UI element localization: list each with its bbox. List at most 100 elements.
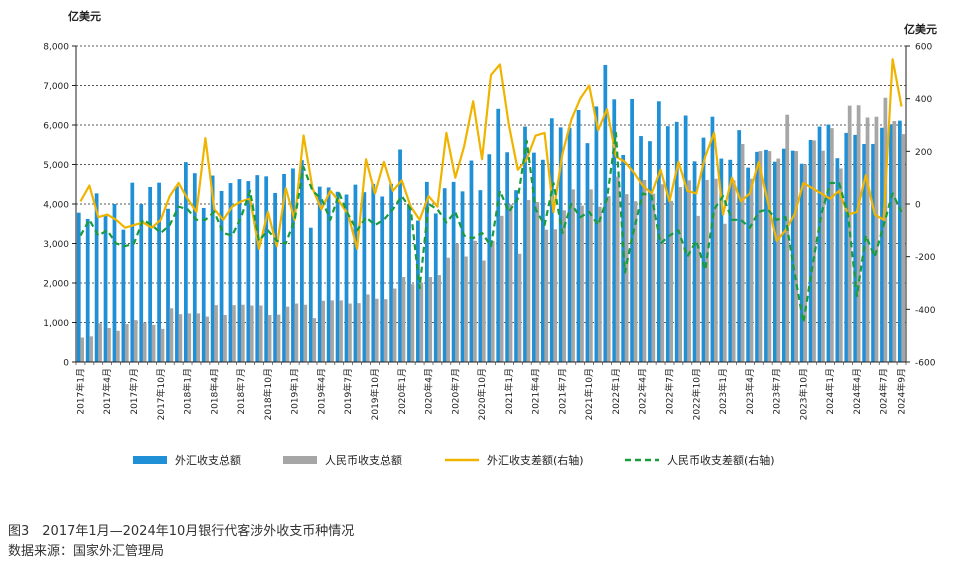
fx-total-bar [451, 181, 456, 362]
fx-total-bar [692, 161, 697, 362]
rmb-total-bar [392, 288, 397, 362]
rmb-total-bar [794, 151, 799, 362]
x-tick-labels: 2017年1月 2017年4月 2017年7月 2017年10月 2018年1月 2018… [74, 368, 907, 420]
x-tick-label: 2018年7月 [235, 368, 247, 415]
rmb-total-bar [490, 240, 495, 362]
legend-swatch [133, 456, 167, 464]
rmb-total-bar [115, 330, 120, 362]
rmb-total-bar [713, 178, 718, 362]
rmb-total-bar [437, 275, 442, 362]
rmb-total-bar [633, 201, 638, 362]
fx-total-bar [603, 64, 608, 363]
rmb-total-bar [838, 168, 843, 362]
fx-total-bar [353, 184, 358, 362]
fx-total-bar [844, 132, 849, 362]
y-left-tick-label: 8,000 [43, 43, 69, 53]
rmb-total-bar [856, 105, 861, 362]
rmb-total-bar [312, 318, 317, 362]
fx-total-bar [201, 207, 206, 362]
fx-total-bar [326, 187, 331, 362]
fx-total-bar [478, 190, 483, 362]
y-left-tick-label: 5,000 [43, 161, 69, 171]
fx-total-bar [291, 168, 295, 362]
rmb-total-bar [597, 206, 602, 362]
rmb-total-bar [276, 314, 281, 362]
fx-total-bar [442, 188, 447, 362]
x-tick-label: 2021年10月 [583, 368, 595, 420]
x-tick-label: 2017年4月 [101, 368, 113, 415]
fx-total-bar [612, 99, 617, 362]
x-tick-label: 2017年1月 [74, 368, 86, 415]
fx-total-bar [808, 140, 813, 362]
fx-total-bar [282, 173, 286, 362]
x-tick-label: 2022年7月 [663, 368, 675, 415]
fx-total-bar [210, 175, 215, 362]
rmb-total-bar [410, 284, 415, 362]
fx-total-bar [853, 134, 858, 363]
x-tick-label: 2017年10月 [155, 368, 167, 420]
fx-total-bar [862, 143, 867, 362]
chart-lines [79, 58, 903, 324]
fx-total-bar [764, 149, 768, 362]
fx-total-bar [701, 137, 706, 362]
x-tick-label: 2022年1月 [610, 368, 622, 415]
x-tick-label: 2023年7月 [771, 368, 783, 415]
y-right-tick-labels: -600 -400 -200 0 200 400 600 [915, 43, 936, 369]
rmb-total-bar [821, 150, 825, 362]
fx-total-bar [674, 121, 679, 362]
fx-balance-line [79, 58, 903, 250]
rmb-total-bar [169, 308, 174, 362]
fx-total-bar [799, 163, 804, 362]
fx-total-bar [514, 190, 518, 362]
fx-total-bar [85, 219, 90, 362]
y-left-tick-label: 0 [63, 359, 69, 369]
fx-total-bar [728, 159, 733, 362]
fx-total-bar [683, 115, 688, 363]
rmb-total-bar [321, 300, 325, 362]
rmb-total-bar [705, 179, 709, 362]
fx-total-bar [532, 152, 536, 362]
y-right-tick-label: -600 [915, 359, 936, 369]
rmb-total-bar [472, 240, 477, 362]
fx-total-bar [308, 227, 313, 362]
fx-total-bar [781, 148, 786, 362]
y-left-unit-label: 亿美元 [68, 9, 101, 23]
x-tick-label: 2024年9月 [896, 368, 908, 415]
rmb-total-bar [249, 305, 254, 362]
fx-total-bar [433, 213, 438, 362]
rmb-total-bar [740, 143, 745, 362]
rmb-total-bar [223, 315, 227, 362]
fx-total-bar [523, 126, 527, 362]
legend-label: 人民币收支总额 [325, 453, 402, 467]
chart-legend: 外汇收支总额 人民币收支总额 外汇收支差额(右轴) 人民币收支差额(右轴) [133, 453, 775, 467]
fx-total-bar [94, 193, 99, 362]
x-tick-label: 2023年10月 [797, 368, 809, 420]
y-right-unit-label: 亿美元 [904, 22, 937, 36]
rmb-total-bar [365, 294, 370, 362]
rmb-total-bar [767, 151, 772, 362]
y-right-tick-label: 600 [915, 43, 932, 53]
legend-swatch [283, 456, 317, 464]
fx-total-bar [585, 143, 590, 362]
rmb-total-bar [98, 323, 102, 362]
rmb-total-bar [401, 277, 406, 362]
fx-total-bar [576, 109, 581, 363]
x-tick-label: 2023年4月 [744, 368, 756, 415]
fx-total-bar [889, 124, 893, 363]
fx-total-bar [380, 196, 385, 362]
legend-label: 外汇收支总额 [175, 453, 241, 467]
rmb-total-bar [749, 178, 754, 362]
fx-total-bar [416, 220, 420, 362]
rmb-total-bar [232, 305, 236, 362]
fx-total-bar [880, 127, 884, 363]
rmb-total-bar [580, 205, 584, 362]
rmb-total-bar [758, 151, 763, 362]
rmb-total-bar [526, 200, 531, 362]
rmb-total-bar [356, 303, 361, 362]
x-tick-label: 2019年7月 [342, 368, 354, 415]
x-tick-label: 2021年1月 [503, 368, 515, 415]
fx-total-bar [407, 204, 411, 362]
rmb-total-bar [687, 180, 691, 362]
rmb-total-bar [205, 316, 209, 362]
